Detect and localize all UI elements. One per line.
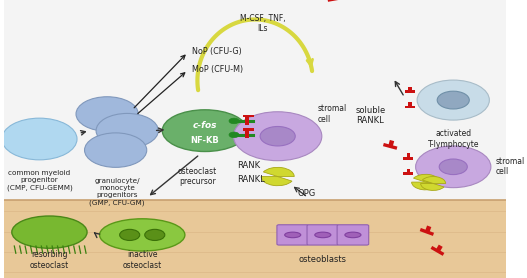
Bar bbox=[436, 245, 443, 252]
Bar bbox=[242, 115, 253, 117]
Bar bbox=[425, 225, 431, 233]
Bar bbox=[431, 246, 444, 256]
Wedge shape bbox=[414, 174, 440, 182]
Ellipse shape bbox=[100, 219, 185, 251]
Circle shape bbox=[96, 113, 158, 148]
Ellipse shape bbox=[345, 232, 361, 238]
Text: soluble
RANKL: soluble RANKL bbox=[355, 106, 386, 125]
Text: stromal
cell: stromal cell bbox=[496, 157, 525, 177]
Wedge shape bbox=[261, 177, 292, 186]
Circle shape bbox=[145, 229, 165, 240]
Circle shape bbox=[439, 159, 467, 175]
Wedge shape bbox=[264, 167, 294, 177]
Circle shape bbox=[84, 133, 147, 167]
Text: osteoclast
precursor: osteoclast precursor bbox=[178, 167, 217, 186]
Text: activated
T-lymphocyte: activated T-lymphocyte bbox=[427, 129, 479, 149]
FancyBboxPatch shape bbox=[307, 225, 339, 245]
Ellipse shape bbox=[285, 232, 301, 238]
Bar bbox=[245, 115, 249, 125]
Ellipse shape bbox=[315, 232, 331, 238]
Bar bbox=[383, 143, 397, 150]
Wedge shape bbox=[421, 183, 444, 190]
Text: inactive
osteoclast: inactive osteoclast bbox=[123, 250, 162, 270]
Bar bbox=[419, 228, 434, 236]
Text: MoP (CFU-M): MoP (CFU-M) bbox=[192, 65, 243, 74]
Bar bbox=[408, 87, 412, 90]
Ellipse shape bbox=[162, 110, 248, 152]
Text: RANK: RANK bbox=[238, 161, 261, 170]
Bar bbox=[403, 157, 413, 160]
Text: OPG: OPG bbox=[298, 189, 316, 198]
Text: NF-KB: NF-KB bbox=[191, 136, 219, 145]
Bar bbox=[4, 0, 506, 200]
FancyBboxPatch shape bbox=[337, 225, 369, 245]
Bar bbox=[245, 128, 249, 138]
Bar bbox=[405, 90, 415, 93]
Text: RANKL: RANKL bbox=[238, 175, 265, 184]
Circle shape bbox=[417, 80, 490, 120]
Bar bbox=[242, 128, 253, 131]
Bar bbox=[405, 106, 415, 108]
Text: common myeloid
progenitor
(CMP, CFU-GEMM): common myeloid progenitor (CMP, CFU-GEMM… bbox=[6, 170, 72, 191]
Circle shape bbox=[260, 126, 295, 146]
Bar bbox=[408, 102, 412, 106]
Text: osteoblasts: osteoblasts bbox=[299, 255, 347, 264]
Wedge shape bbox=[412, 182, 438, 190]
Bar bbox=[407, 153, 410, 157]
Wedge shape bbox=[422, 177, 446, 183]
Text: resorbing
osteoclast: resorbing osteoclast bbox=[30, 250, 69, 270]
Circle shape bbox=[229, 118, 239, 124]
Circle shape bbox=[437, 91, 470, 109]
Circle shape bbox=[233, 112, 322, 161]
Bar bbox=[403, 172, 413, 175]
Text: NoP (CFU-G): NoP (CFU-G) bbox=[192, 47, 242, 56]
Text: M-CSF, TNF,
ILs: M-CSF, TNF, ILs bbox=[240, 14, 286, 33]
Text: c-fos: c-fos bbox=[193, 121, 217, 130]
Bar bbox=[327, 0, 342, 2]
Bar bbox=[388, 140, 394, 147]
Bar bbox=[4, 200, 506, 278]
Text: granulocyte/
monocyte
progenitors
(GMP, CFU-GM): granulocyte/ monocyte progenitors (GMP, … bbox=[90, 178, 145, 205]
FancyBboxPatch shape bbox=[277, 225, 308, 245]
Text: stromal
cell: stromal cell bbox=[318, 104, 347, 124]
Bar bbox=[407, 169, 410, 172]
Ellipse shape bbox=[12, 216, 87, 248]
Circle shape bbox=[229, 132, 239, 138]
Circle shape bbox=[2, 118, 77, 160]
Circle shape bbox=[76, 97, 138, 131]
Circle shape bbox=[416, 146, 491, 188]
Circle shape bbox=[120, 229, 140, 240]
